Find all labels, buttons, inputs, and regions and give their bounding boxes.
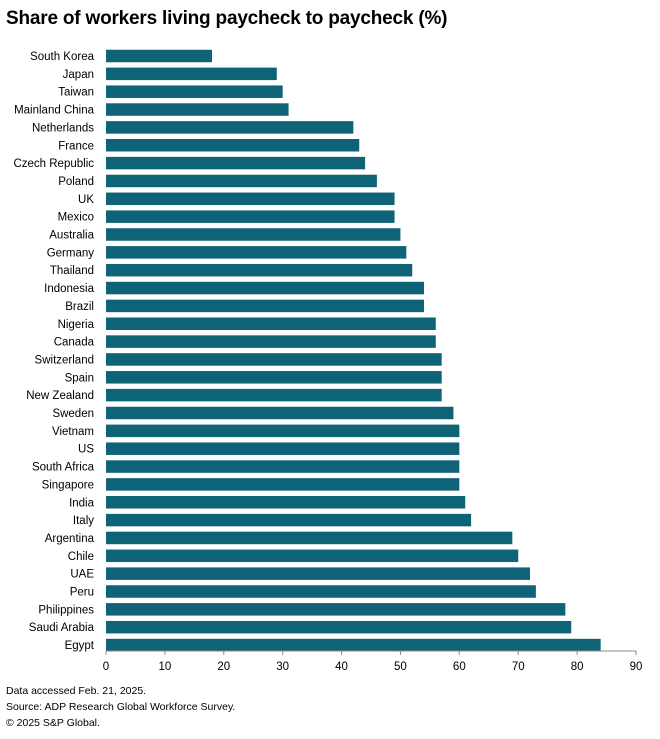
- x-tick-label: 30: [276, 661, 289, 673]
- category-label-us: US: [78, 444, 94, 456]
- bar-us: [106, 442, 460, 455]
- bar-mainland-china: [106, 103, 289, 116]
- bar-uae: [106, 567, 530, 580]
- category-label-spain: Spain: [65, 372, 94, 384]
- bar-philippines: [106, 603, 566, 616]
- category-label-australia: Australia: [49, 230, 94, 242]
- category-label-vietnam: Vietnam: [52, 426, 94, 438]
- x-tick-label: 50: [394, 661, 407, 673]
- category-label-czech-republic: Czech Republic: [13, 158, 94, 170]
- x-tick-label: 70: [512, 661, 525, 673]
- category-label-japan: Japan: [63, 69, 94, 81]
- category-label-uae: UAE: [70, 569, 94, 581]
- x-tick-label: 60: [453, 661, 466, 673]
- category-label-mexico: Mexico: [58, 212, 94, 224]
- bar-saudi-arabia: [106, 620, 572, 634]
- bar-nigeria: [106, 317, 436, 330]
- bar-india: [106, 496, 466, 509]
- category-labels: South Korea Japan Taiwan Mainland China Neth…: [13, 51, 94, 652]
- bar-chart: South Korea Japan Taiwan Mainland China Neth…: [13, 49, 643, 673]
- category-label-switzerland: Switzerland: [35, 354, 94, 366]
- footer-date-note: Data accessed Feb. 21, 2025.: [6, 685, 147, 697]
- x-axis: [105, 650, 637, 655]
- x-tick-label: 80: [571, 661, 584, 673]
- category-label-indonesia: Indonesia: [44, 283, 94, 295]
- bar-taiwan: [106, 85, 283, 98]
- bar-czech-republic: [106, 156, 366, 170]
- footer-copyright: © 2025 S&P Global.: [6, 717, 100, 729]
- category-label-south-africa: South Africa: [32, 462, 95, 474]
- bar-south-korea: [106, 49, 212, 63]
- footer-source: Source: ADP Research Global Workforce Su…: [6, 701, 236, 713]
- bar-new-zealand: [106, 388, 442, 402]
- category-label-italy: Italy: [73, 515, 94, 527]
- x-tick-labels: 0 10 20 30 40 50 60 70 80 90: [103, 661, 643, 673]
- bar-france: [106, 139, 360, 152]
- bar-peru: [106, 585, 536, 598]
- chart-title: Share of workers living paycheck to payc…: [6, 8, 448, 29]
- category-label-egypt: Egypt: [65, 640, 95, 652]
- x-tick-label: 0: [103, 661, 109, 673]
- category-label-philippines: Philippines: [38, 604, 94, 616]
- bar-switzerland: [106, 353, 442, 366]
- category-label-india: India: [69, 497, 95, 509]
- category-label-singapore: Singapore: [42, 479, 94, 491]
- bar-canada: [106, 335, 436, 348]
- bar-mexico: [106, 210, 395, 223]
- category-label-new-zealand: New Zealand: [26, 390, 94, 402]
- bar-indonesia: [106, 281, 424, 295]
- bar-australia: [106, 228, 401, 241]
- category-label-chile: Chile: [68, 551, 94, 563]
- x-tick-label: 10: [158, 661, 171, 673]
- category-label-netherlands: Netherlands: [32, 122, 94, 134]
- bar-south-africa: [106, 460, 460, 473]
- bar-vietnam: [106, 424, 460, 438]
- category-label-mainland-china: Mainland China: [14, 105, 95, 117]
- x-tick-label: 20: [217, 661, 230, 673]
- bar-brazil: [106, 299, 424, 313]
- x-tick-label: 40: [335, 661, 348, 673]
- category-label-thailand: Thailand: [50, 265, 94, 277]
- category-label-south-korea: South Korea: [30, 51, 95, 63]
- bar-chile: [106, 549, 519, 563]
- bar-italy: [106, 513, 472, 527]
- category-label-sweden: Sweden: [52, 408, 94, 420]
- category-label-uk: UK: [78, 194, 94, 206]
- category-label-poland: Poland: [58, 176, 94, 188]
- category-label-germany: Germany: [47, 247, 95, 259]
- bar-japan: [106, 67, 277, 81]
- category-label-argentina: Argentina: [45, 533, 95, 545]
- bar-poland: [106, 174, 377, 188]
- category-label-peru: Peru: [70, 587, 94, 599]
- category-label-taiwan: Taiwan: [58, 87, 94, 99]
- category-label-nigeria: Nigeria: [58, 319, 95, 331]
- x-tick-label: 90: [630, 661, 643, 673]
- bars-group: [106, 49, 601, 652]
- category-label-brazil: Brazil: [65, 301, 94, 313]
- bar-thailand: [106, 263, 413, 277]
- bar-argentina: [106, 531, 513, 545]
- category-label-saudi-arabia: Saudi Arabia: [29, 622, 95, 634]
- bar-singapore: [106, 478, 460, 491]
- bar-egypt: [106, 638, 601, 652]
- category-label-canada: Canada: [54, 337, 95, 349]
- bar-uk: [106, 192, 395, 206]
- bar-sweden: [106, 406, 454, 420]
- bar-netherlands: [106, 121, 354, 134]
- bar-germany: [106, 246, 407, 259]
- category-label-france: France: [58, 140, 94, 152]
- bar-spain: [106, 371, 442, 384]
